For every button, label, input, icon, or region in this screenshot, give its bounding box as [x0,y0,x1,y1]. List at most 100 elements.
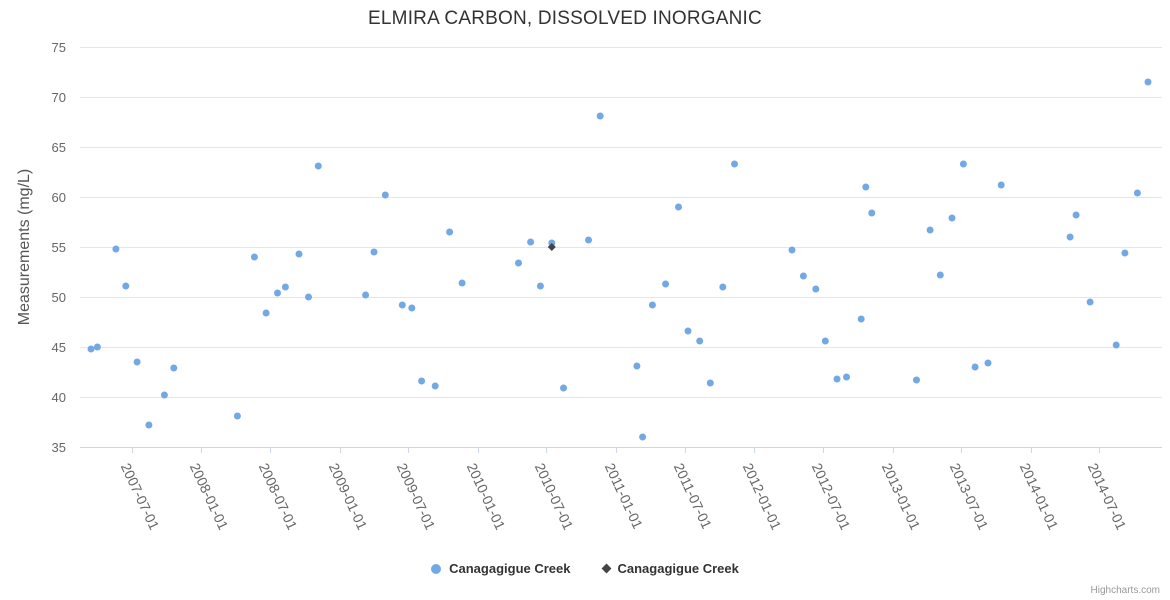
data-point[interactable] [262,309,270,317]
data-point[interactable] [675,203,682,211]
x-tick-label: 2011-01-01 [602,461,646,532]
highcharts-credits-link[interactable]: Highcharts.com [1090,585,1160,596]
data-point[interactable] [536,282,544,290]
data-point[interactable] [1086,298,1094,306]
data-point[interactable] [112,245,120,253]
chart-title: ELMIRA CARBON, DISSOLVED INORGANIC [368,8,762,29]
data-point[interactable] [170,364,178,372]
y-tick-label: 55 [52,240,66,255]
data-point[interactable] [233,412,241,420]
y-tick-label: 60 [52,190,66,205]
data-point[interactable] [997,181,1005,189]
data-point[interactable] [948,214,956,222]
legend-label: Canagagigue Creek [617,561,739,576]
data-point[interactable] [1121,249,1129,257]
data-point[interactable] [639,433,647,441]
data-point[interactable] [799,272,807,280]
data-point[interactable] [305,293,312,301]
x-tick-label: 2013-01-01 [879,461,924,533]
x-tick-label: 2013-07-01 [947,461,992,533]
data-point[interactable] [812,285,820,293]
data-point[interactable] [633,362,641,370]
y-tick-label: 40 [52,390,66,405]
data-point[interactable] [362,291,370,299]
data-point[interactable] [314,162,322,170]
data-point[interactable] [370,248,378,256]
data-point[interactable] [527,238,535,246]
data-point[interactable] [833,375,841,383]
data-point[interactable] [706,379,714,387]
data-point[interactable] [696,337,704,345]
data-point[interactable] [274,289,281,297]
data-point[interactable] [684,327,692,335]
data-point[interactable] [446,228,454,236]
data-point[interactable] [1066,233,1074,241]
data-point[interactable] [1144,78,1152,86]
data-point[interactable] [122,282,130,290]
data-point[interactable] [418,377,426,385]
data-point[interactable] [648,301,656,309]
x-tick-label: 2014-07-01 [1085,461,1130,533]
data-point[interactable] [959,160,967,168]
data-point[interactable] [87,345,95,353]
x-tick-label: 2008-01-01 [187,461,232,533]
data-point[interactable] [281,283,289,291]
data-point[interactable] [295,250,303,258]
data-point[interactable] [398,301,406,309]
legend-circle-marker-icon [431,563,442,574]
data-point[interactable] [731,160,738,168]
x-tick-label: 2007-07-01 [118,461,163,533]
data-point[interactable] [913,376,920,384]
data-point[interactable] [1133,189,1141,197]
data-point-diamond[interactable] [547,243,556,251]
y-tick-label: 50 [52,290,66,305]
data-point[interactable] [1112,341,1120,349]
y-tick-label: 65 [52,140,66,155]
data-point[interactable] [719,283,727,291]
legend: Canagagigue Creek Canagagigue Creek [0,561,1170,576]
data-point[interactable] [862,183,870,191]
legend-item-canagagigue-creek-circle[interactable]: Canagagigue Creek [431,561,571,576]
data-point[interactable] [596,112,604,120]
data-point[interactable] [515,259,522,267]
data-point[interactable] [250,253,258,261]
legend-label: Canagagigue Creek [449,561,571,576]
data-point[interactable] [145,421,153,429]
y-tick-label: 75 [52,40,66,55]
y-tick-label: 35 [52,440,66,455]
legend-diamond-marker-icon [601,563,611,574]
data-point[interactable] [926,226,934,234]
data-point[interactable] [431,382,439,390]
x-tick-label: 2012-01-01 [740,461,785,533]
data-point[interactable] [857,315,865,323]
x-tick-label: 2008-07-01 [256,461,301,533]
y-tick-label: 70 [52,90,66,105]
data-point[interactable] [984,359,992,367]
y-tick-label: 45 [52,340,66,355]
data-point[interactable] [821,337,829,345]
data-point[interactable] [381,191,389,199]
legend-item-canagagigue-creek-diamond[interactable]: Canagagigue Creek [601,561,739,576]
data-point[interactable] [843,373,850,381]
data-point[interactable] [1072,211,1080,219]
x-tick-label: 2010-07-01 [532,461,577,533]
data-point[interactable] [93,343,101,351]
data-point[interactable] [936,271,944,279]
x-tick-label: 2012-07-01 [809,461,854,533]
data-point[interactable] [788,246,796,254]
data-point[interactable] [585,236,592,244]
data-point[interactable] [133,358,141,366]
x-tick-label: 2009-01-01 [326,461,371,533]
data-point[interactable] [662,280,670,288]
data-point[interactable] [560,384,567,392]
data-point[interactable] [160,391,168,399]
x-tick-label: 2009-07-01 [394,461,439,533]
x-tick-label: 2014-01-01 [1017,461,1062,533]
x-tick-label: 2010-01-01 [464,461,509,533]
data-point[interactable] [458,279,466,287]
data-point[interactable] [868,209,876,217]
data-point[interactable] [408,304,416,312]
data-point[interactable] [971,363,979,371]
